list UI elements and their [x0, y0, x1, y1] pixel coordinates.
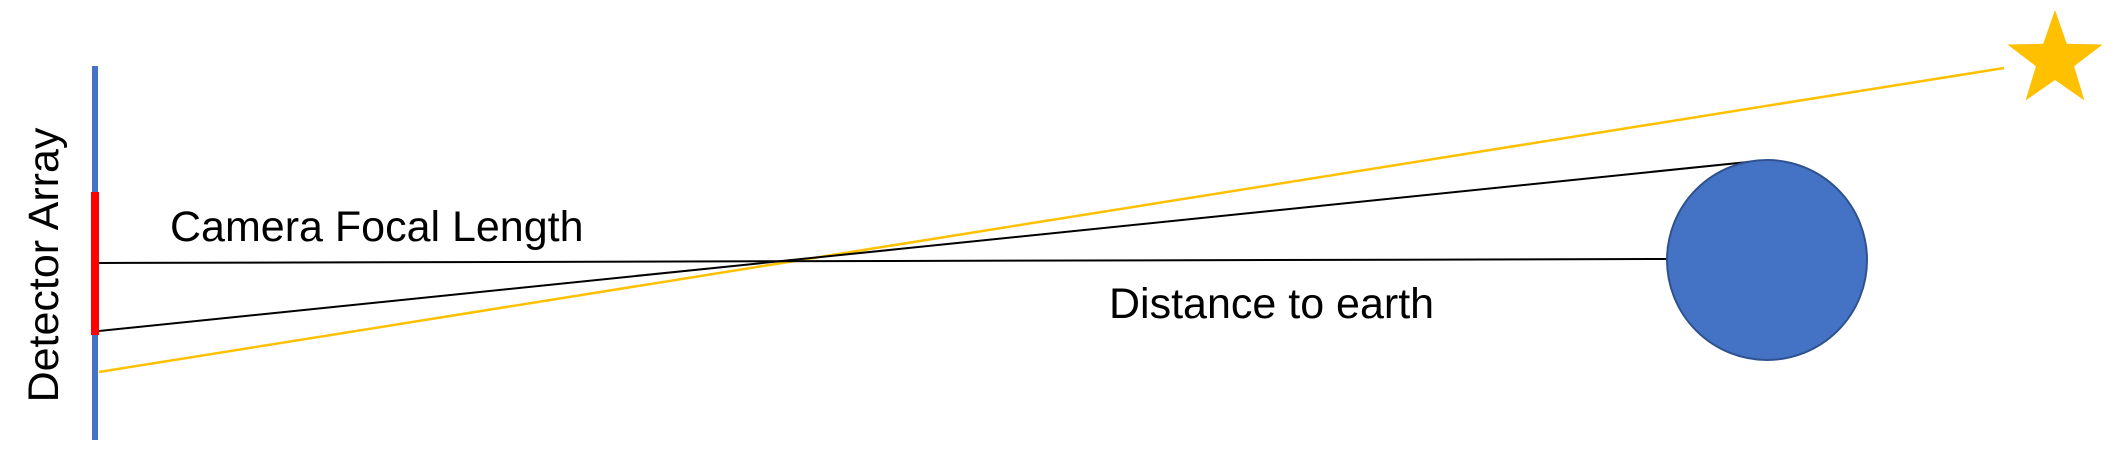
earth-circle [1666, 159, 1868, 361]
camera-focal-length-label: Camera Focal Length [170, 203, 584, 251]
focal-length-line [98, 258, 1669, 264]
star-icon [2007, 10, 2103, 101]
star-ray-line [98, 66, 2005, 374]
detector-array-label: Detector Array [20, 127, 68, 402]
earth-ray-line [98, 161, 1749, 332]
distance-to-earth-label: Distance to earth [1109, 280, 1434, 328]
